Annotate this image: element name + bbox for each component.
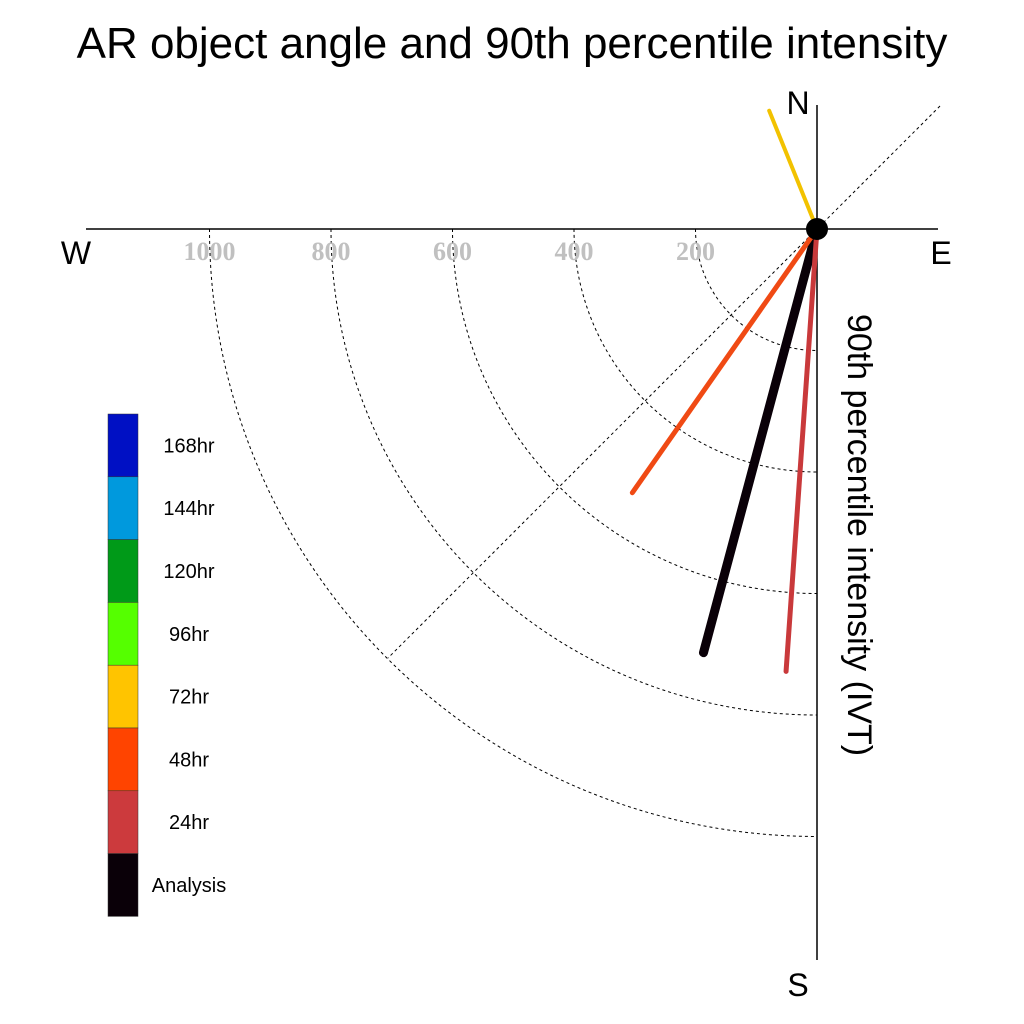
radial-tick-labels: 200 400 600 800 1000: [184, 237, 716, 266]
legend-swatch-168hr: [107, 413, 139, 478]
legend-swatch-144hr: [107, 476, 139, 540]
origin-dot: [806, 218, 828, 240]
legend-swatch-48hr: [107, 727, 139, 792]
vector-48hr: [629, 226, 820, 496]
legend-label-24hr: 24hr: [169, 812, 209, 834]
radial-tick-label-600: 600: [433, 237, 472, 266]
compass-west: W: [61, 235, 92, 271]
legend-label-72hr: 72hr: [169, 687, 209, 709]
grid-ring-600: [452, 228, 818, 594]
grid-ring-1000: [209, 228, 818, 837]
radial-tick-label-400: 400: [555, 237, 594, 266]
diagonal-guide: [387, 105, 941, 659]
legend-swatch-120hr: [107, 539, 139, 603]
grid-ring-200: [695, 228, 818, 351]
legend-swatch-72hr: [107, 664, 139, 729]
compass-east: E: [930, 235, 951, 271]
vector-series: [629, 108, 822, 674]
legend-label-analysis: Analysis: [152, 875, 226, 897]
grid-ring-400: [573, 228, 818, 473]
legend-label-48hr: 48hr: [169, 749, 209, 771]
radial-tick-label-200: 200: [676, 237, 715, 266]
vector-24hr: [783, 226, 820, 674]
legend-label-120hr: 120hr: [163, 561, 214, 583]
compass-south: S: [787, 967, 808, 1003]
legend: 168hr 144hr 120hr 96hr 72hr 48hr 24hr Analysis: [107, 413, 226, 917]
legend-label-96hr: 96hr: [169, 624, 209, 646]
radial-tick-label-800: 800: [312, 237, 351, 266]
radial-axis-label: 90th percentile intensity (IVT): [840, 314, 878, 756]
legend-label-144hr: 144hr: [163, 498, 214, 520]
legend-swatch-24hr: [107, 790, 139, 854]
grid-rings: [209, 228, 818, 837]
vector-analysis: [698, 224, 822, 658]
grid-ring-800: [330, 228, 818, 716]
legend-swatch-96hr: [107, 602, 139, 666]
radial-tick-label-1000: 1000: [184, 237, 236, 266]
compass-north: N: [786, 85, 809, 121]
legend-swatch-analysis: [107, 853, 139, 917]
vector-72hr: [767, 108, 819, 231]
legend-label-168hr: 168hr: [163, 435, 214, 457]
chart-title: AR object angle and 90th percentile inte…: [77, 19, 948, 68]
